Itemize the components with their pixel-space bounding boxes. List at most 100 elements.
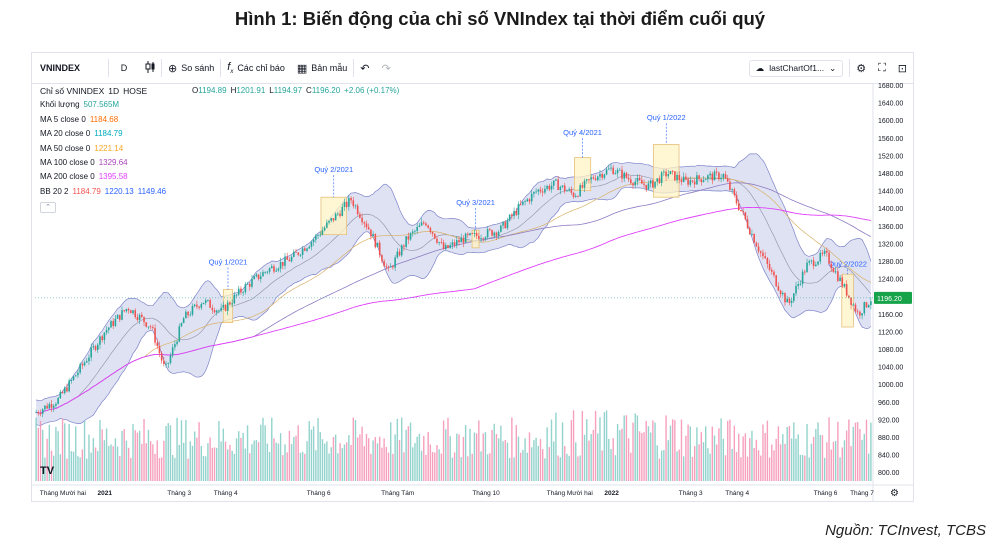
toolbar-divider [220, 59, 222, 77]
undo-button[interactable]: ↶ [354, 53, 375, 83]
candle-body [222, 304, 225, 308]
candle-body [411, 231, 414, 234]
volume-bar [817, 422, 819, 481]
candle-body [191, 306, 194, 315]
volume-bar [398, 440, 401, 481]
price-chart-canvas[interactable]: 800.00 840.00 880.00 920.00 960.00 1000.00 104… [32, 53, 913, 501]
volume-bar [619, 430, 621, 481]
candle-body [367, 227, 370, 230]
candle-body [290, 256, 293, 262]
candle-body [112, 321, 114, 326]
candle-body [508, 214, 511, 221]
candle-body [288, 259, 291, 262]
volume-bar [764, 432, 766, 481]
volume-bar [167, 423, 169, 481]
redo-button[interactable]: ↷ [376, 53, 397, 83]
toolbar-divider [849, 59, 851, 77]
candle-body [524, 201, 526, 203]
volume-bar [97, 450, 99, 481]
volume-bar [447, 417, 449, 481]
legend-ma20-row[interactable]: MA 20 close 0 1184.79 [40, 127, 166, 141]
candle-body [110, 321, 112, 328]
volume-bar [138, 430, 141, 481]
candle-body [63, 387, 66, 394]
volume-bar [658, 458, 661, 481]
volume-bar [420, 450, 423, 481]
legend-ma5-row[interactable]: MA 5 close 0 1184.68 [40, 113, 166, 127]
volume-bar [623, 415, 625, 481]
last-price-badge [874, 291, 912, 304]
candle-body [317, 235, 319, 236]
volume-bar [178, 444, 180, 481]
candle-body [495, 232, 498, 236]
volume-bar [630, 452, 632, 481]
candle-body [658, 178, 661, 184]
candle-body [376, 242, 379, 248]
settings-icon[interactable]: ⚙ [890, 488, 899, 499]
snapshot-button[interactable]: ⊡ [892, 53, 913, 83]
compare-button[interactable]: ⊕ So sánh [162, 53, 220, 83]
candle-body [306, 248, 308, 251]
candle-body [74, 375, 77, 377]
legend-ma50-row[interactable]: MA 50 close 0 1221.14 [40, 142, 166, 156]
volume-bar [405, 429, 407, 481]
volume-bar [722, 438, 725, 481]
legend-collapse-button[interactable]: ⌃ [40, 202, 56, 214]
volume-bar [337, 453, 339, 481]
volume-bar [341, 448, 343, 481]
candle-body [96, 344, 99, 350]
candle-body [180, 323, 183, 327]
volume-bar [685, 435, 687, 481]
candle-body [277, 268, 280, 271]
volume-bar [799, 454, 802, 481]
volume-bar [647, 426, 650, 481]
candle-body [41, 409, 44, 414]
candle-body [237, 288, 240, 295]
volume-bar [189, 441, 191, 481]
volume-bar [86, 458, 88, 481]
legend-ma200-row[interactable]: MA 200 close 0 1395.58 [40, 170, 166, 184]
candle-body [211, 307, 214, 311]
settings-button[interactable]: ⚙ [850, 53, 872, 83]
volume-bar [323, 443, 326, 481]
volume-bar [288, 430, 291, 481]
candle-body [68, 380, 70, 392]
candle-body [361, 217, 363, 223]
candle-body [310, 242, 313, 247]
legend-bb-row[interactable]: BB 20 2 1184.79 1220.13 1149.46 [40, 185, 166, 199]
volume-bar [832, 441, 835, 481]
fullscreen-button[interactable]: ⛶ [872, 53, 892, 83]
volume-bar [599, 417, 601, 481]
candle-body [77, 372, 79, 376]
volume-bar [381, 447, 383, 481]
volume-bar [826, 442, 828, 481]
layout-select[interactable]: ☁ lastChartOf1... ⌄ [748, 59, 844, 77]
volume-bar [513, 457, 515, 481]
candle-body [207, 299, 209, 301]
volume-bar [784, 443, 786, 481]
candle-body [533, 191, 535, 194]
indicators-button[interactable]: fx Các chỉ báo [221, 53, 291, 83]
candle-body [403, 245, 405, 247]
candle-body [755, 242, 758, 247]
ma100-value: 1329.64 [98, 158, 128, 168]
candles-style-button[interactable] [139, 53, 161, 83]
candle-body [621, 169, 623, 179]
interval-button[interactable]: D [120, 63, 128, 73]
legend-volume-row[interactable]: Khối lượng 507.565M [40, 98, 166, 112]
volume-bar [579, 455, 581, 481]
candle-body [266, 271, 269, 273]
quarter-label: Quý 4/2021 [563, 128, 602, 137]
volume-bar [321, 439, 324, 481]
volume-bar [295, 435, 297, 481]
symbol-search-button[interactable]: VNINDEX [40, 63, 81, 73]
volume-bar [469, 428, 471, 481]
templates-button[interactable]: ▦ Bản mẫu [291, 53, 353, 83]
volume-bar [185, 419, 187, 481]
volume-bar [348, 435, 350, 481]
volume-bar [414, 443, 416, 481]
candle-body [257, 274, 260, 280]
volume-bar [37, 427, 40, 481]
candle-body [187, 311, 189, 316]
legend-ma100-row[interactable]: MA 100 close 0 1329.64 [40, 156, 166, 170]
